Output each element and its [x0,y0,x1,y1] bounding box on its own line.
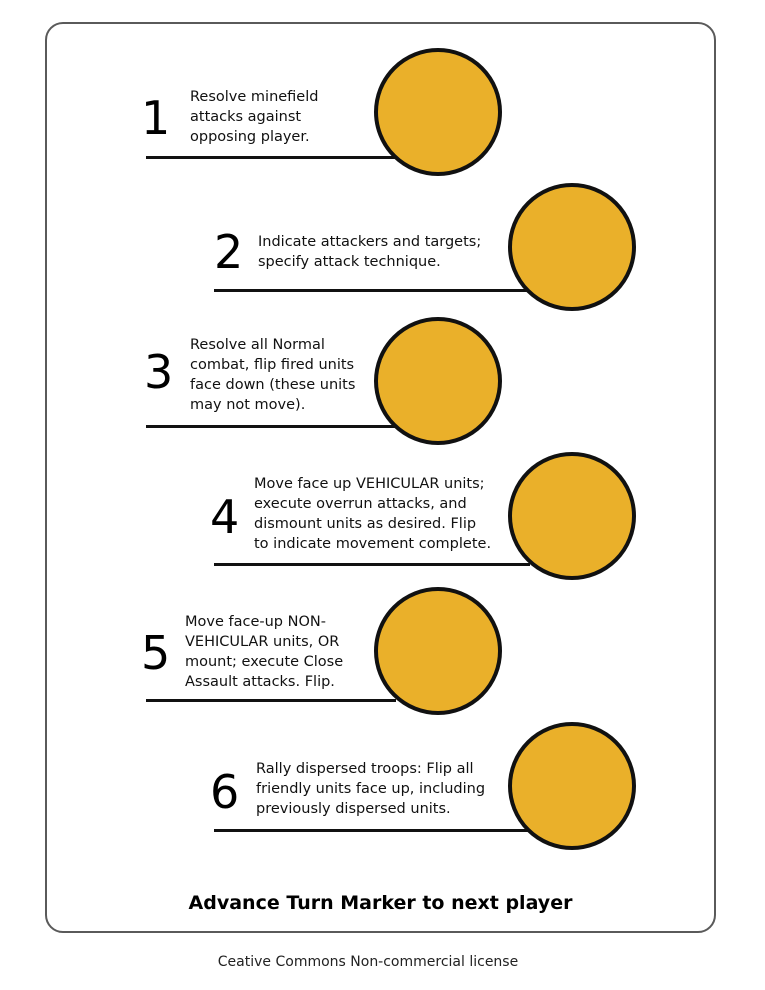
step-text: Rally dispersed troops: Flip all friendl… [256,761,486,817]
step-marker-circle [374,317,502,445]
step-divider [214,829,530,832]
license-text: Ceative Commons Non-commercial license [217,954,519,970]
step-text: Resolve all Normal combat, flip fired un… [190,337,356,413]
step-number: 3 [144,345,174,399]
step-number: 2 [214,225,244,279]
step-divider [146,425,396,428]
step-marker-circle [508,452,636,580]
step-number: 5 [141,626,171,680]
step-number: 6 [210,765,240,819]
step-number: 4 [210,490,240,544]
step-divider [146,156,396,159]
step-marker-circle [374,587,502,715]
step-text: Move face up VEHICULAR units; execute ov… [254,476,492,552]
step-text: Move face-up NON- VEHICULAR units, OR mo… [185,614,344,690]
step-marker-circle [508,722,636,850]
step-text: Resolve minefield attacks against opposi… [190,89,319,145]
step-marker-circle [374,48,502,176]
step-text: Indicate attackers and targets; specify … [258,234,482,270]
step-divider [214,289,530,292]
step-divider [146,699,396,702]
advance-turn-instruction: Advance Turn Marker to next player [188,892,573,914]
step-marker-circle [508,183,636,311]
step-number: 1 [141,91,171,145]
step-divider [214,563,530,566]
